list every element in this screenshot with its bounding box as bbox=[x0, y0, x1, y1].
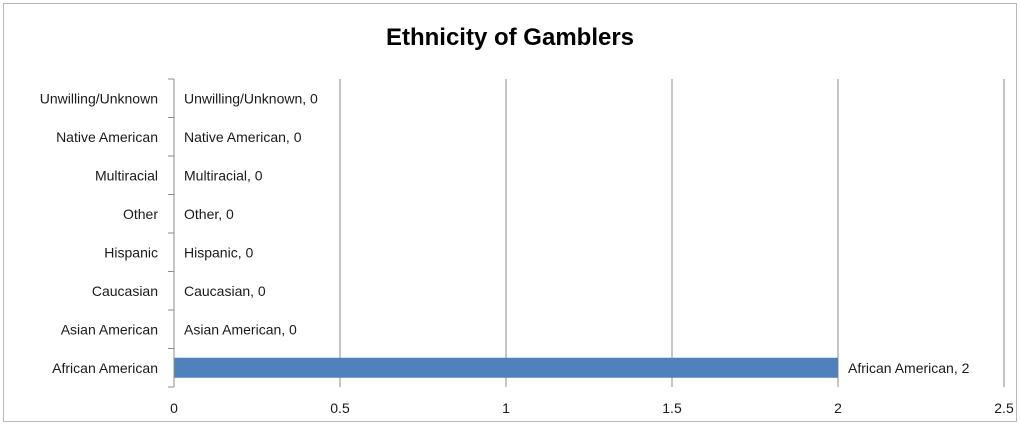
x-tick-label: 2 bbox=[834, 400, 842, 416]
grid-lines bbox=[339, 79, 1005, 387]
category-label: Multiracial bbox=[95, 167, 158, 183]
data-label: African American, 2 bbox=[848, 360, 970, 376]
category-label: African American bbox=[52, 360, 158, 376]
axes bbox=[168, 78, 175, 388]
data-label: Hispanic, 0 bbox=[184, 244, 253, 260]
category-label: Other bbox=[123, 206, 158, 222]
labels: 0 0.5 1 1.5 2 2.5 African American African Amer… bbox=[40, 90, 1014, 416]
data-label: Other, 0 bbox=[184, 206, 234, 222]
x-tick-label: 2.5 bbox=[994, 400, 1014, 416]
data-label: Unwilling/Unknown, 0 bbox=[184, 90, 318, 106]
bars bbox=[174, 357, 838, 378]
data-label: Asian American, 0 bbox=[184, 321, 297, 337]
category-label: Native American bbox=[56, 129, 158, 145]
category-label: Caucasian bbox=[92, 283, 158, 299]
x-tick-label: 0 bbox=[170, 400, 178, 416]
category-label: Unwilling/Unknown bbox=[40, 90, 158, 106]
chart-title: Ethnicity of Gamblers bbox=[385, 24, 635, 51]
data-label: Multiracial, 0 bbox=[184, 167, 263, 183]
x-tick-label: 0.5 bbox=[330, 400, 350, 416]
chart-frame bbox=[3, 3, 1017, 422]
x-tick-label: 1.5 bbox=[662, 400, 682, 416]
category-label: Hispanic bbox=[104, 244, 158, 260]
category-label: Asian American bbox=[61, 321, 158, 337]
data-label: Caucasian, 0 bbox=[184, 283, 266, 299]
data-label: Native American, 0 bbox=[184, 129, 302, 145]
bar-0 bbox=[174, 357, 838, 378]
x-tick-label: 1 bbox=[502, 400, 510, 416]
